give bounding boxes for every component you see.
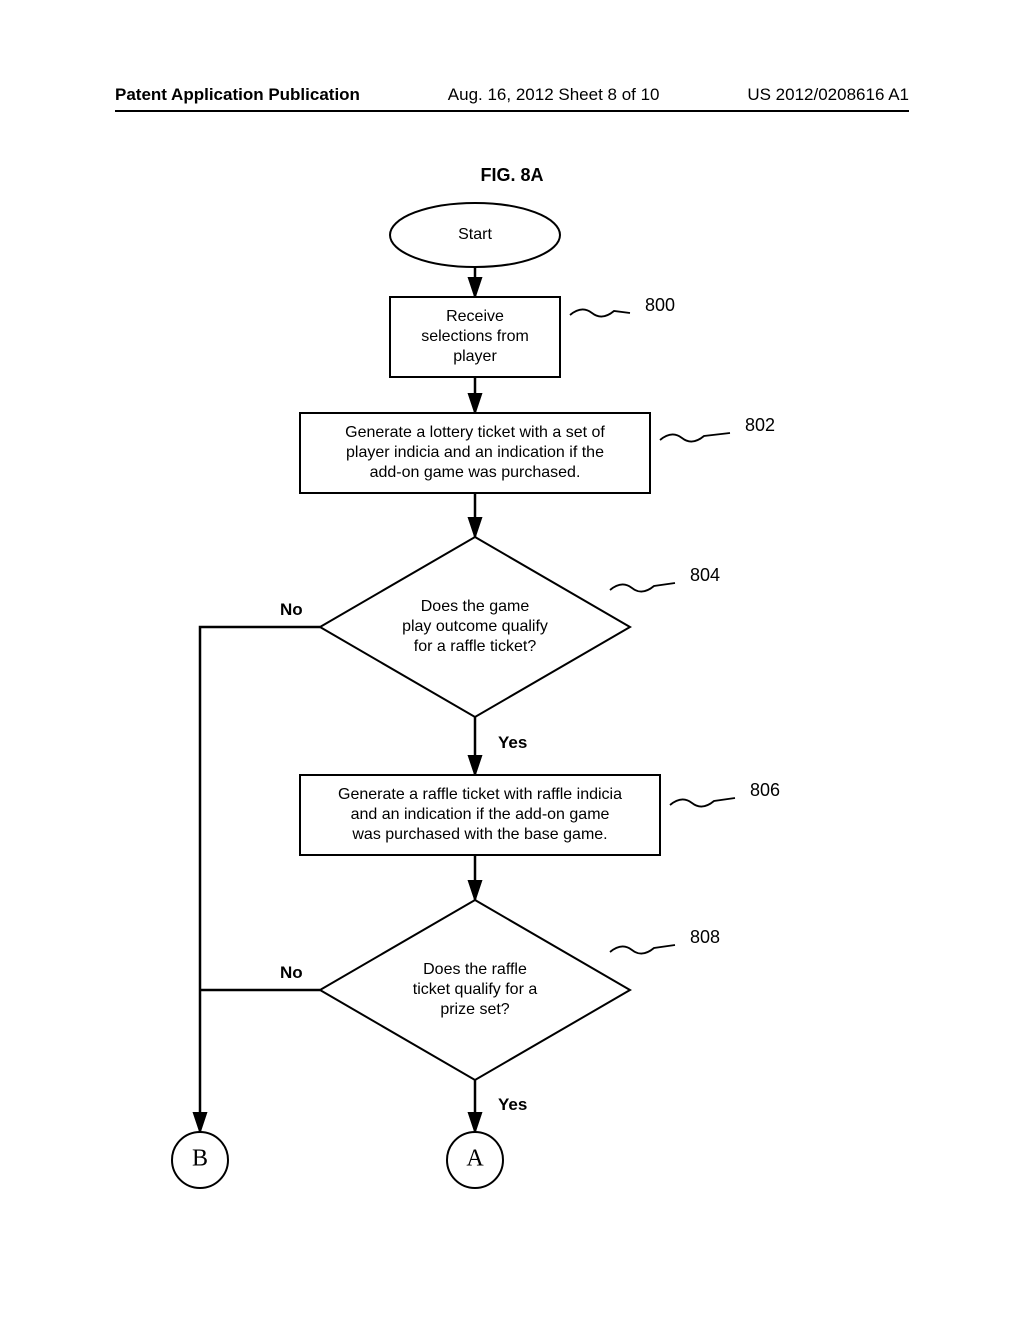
flowchart-canvas: Yes No Yes No Start Receive selections from pla… <box>0 195 1024 1245</box>
header-patent-number: US 2012/0208616 A1 <box>747 85 909 105</box>
ref-num-808: 808 <box>690 927 720 947</box>
header-date-sheet: Aug. 16, 2012 Sheet 8 of 10 <box>448 85 660 105</box>
node-text-receive-2: player <box>453 348 497 365</box>
flow-edge <box>200 627 320 1132</box>
node-text-generate_raffle-2: was purchased with the base game. <box>351 826 607 843</box>
figure-title: FIG. 8A <box>480 165 543 186</box>
ref-leader-804 <box>610 583 675 592</box>
node-label-connector_b: B <box>192 1146 208 1172</box>
ref-num-806: 806 <box>750 780 780 800</box>
node-text-generate_lottery-1: player indicia and an indication if the <box>346 444 604 461</box>
edge-label: No <box>280 963 303 982</box>
ref-num-804: 804 <box>690 565 720 585</box>
node-text-receive-1: selections from <box>421 328 529 345</box>
node-text-qualify_prize-1: ticket qualify for a <box>413 981 538 998</box>
node-text-receive-0: Receive <box>446 308 504 325</box>
node-text-qualify_prize-2: prize set? <box>440 1001 509 1018</box>
node-text-qualify_raffle-2: for a raffle ticket? <box>414 638 537 655</box>
node-text-qualify_raffle-0: Does the game <box>421 598 530 615</box>
node-label-start: Start <box>458 226 492 243</box>
edge-label: No <box>280 600 303 619</box>
node-text-generate_raffle-0: Generate a raffle ticket with raffle ind… <box>338 786 622 803</box>
ref-num-800: 800 <box>645 295 675 315</box>
ref-num-802: 802 <box>745 415 775 435</box>
page-header: Patent Application Publication Aug. 16, … <box>115 85 909 105</box>
ref-leader-800 <box>570 309 630 316</box>
edge-label: Yes <box>498 733 527 752</box>
node-text-generate_lottery-0: Generate a lottery ticket with a set of <box>345 424 605 441</box>
header-divider <box>115 110 909 112</box>
header-publication: Patent Application Publication <box>115 85 360 105</box>
edge-label: Yes <box>498 1095 527 1114</box>
node-text-generate_lottery-2: add-on game was purchased. <box>370 464 581 481</box>
ref-leader-802 <box>660 433 730 442</box>
ref-leader-806 <box>670 798 735 807</box>
node-text-generate_raffle-1: and an indication if the add-on game <box>351 806 610 823</box>
node-label-connector_a: A <box>466 1146 484 1172</box>
node-text-qualify_raffle-1: play outcome qualify <box>402 618 548 635</box>
ref-leader-808 <box>610 945 675 954</box>
flowchart-svg: Yes No Yes No Start Receive selections from pla… <box>0 195 1024 1245</box>
node-text-qualify_prize-0: Does the raffle <box>423 961 527 978</box>
